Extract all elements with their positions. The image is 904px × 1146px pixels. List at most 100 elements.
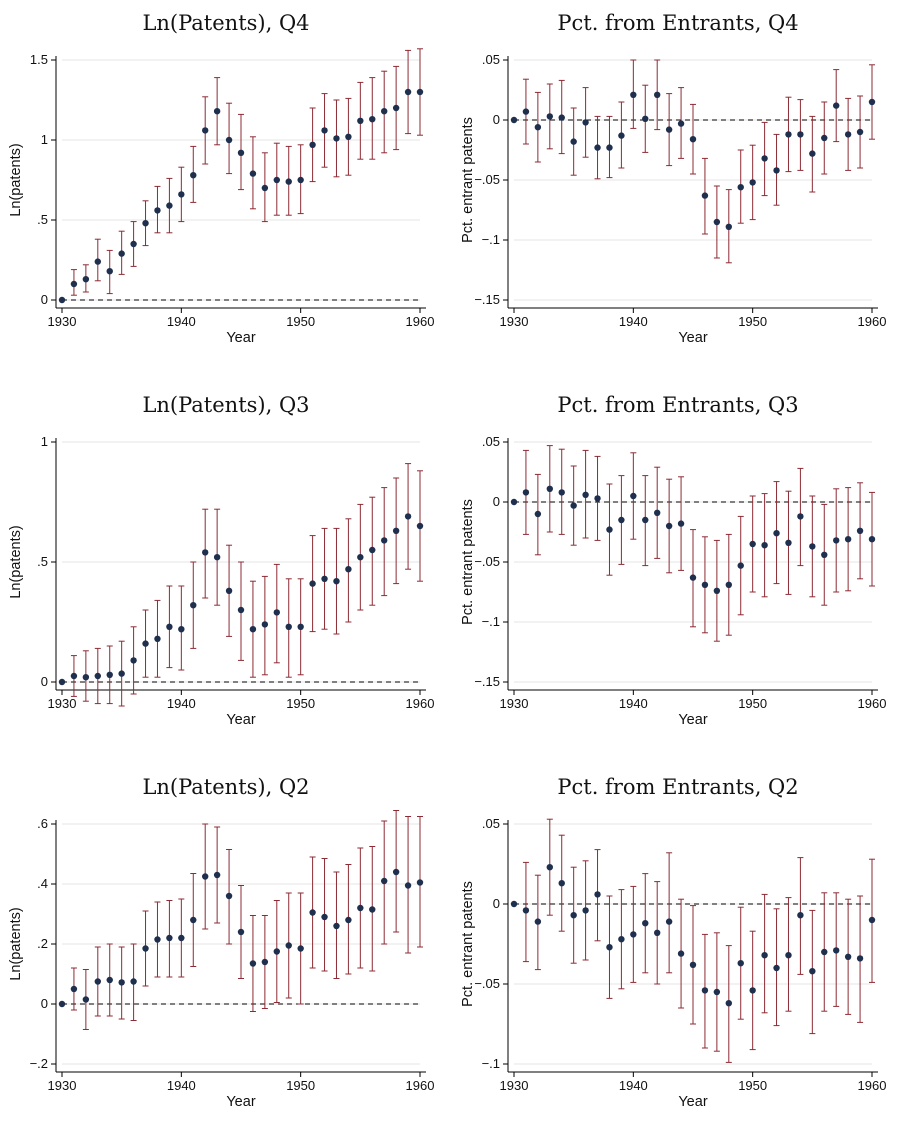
x-axis-label: Year [678, 330, 707, 346]
x-tick-label: 1950 [738, 314, 767, 329]
data-point [868, 916, 876, 924]
data-point [821, 551, 828, 558]
data-point [856, 128, 864, 136]
data-point [237, 149, 245, 156]
y-tick-label: 0 [41, 674, 48, 689]
data-point [737, 184, 744, 191]
data-point [713, 218, 721, 226]
data-point [701, 581, 709, 588]
x-tick-label: 1960 [858, 696, 887, 711]
y-axis-label: Ln(patents) [8, 525, 24, 598]
data-point [606, 944, 613, 951]
data-point [416, 522, 424, 530]
data-point [654, 509, 661, 516]
data-point [82, 674, 90, 681]
data-point [654, 91, 661, 99]
data-point [821, 948, 828, 956]
data-point [510, 116, 518, 124]
data-point [749, 987, 756, 994]
y-tick-label: 1 [41, 132, 48, 147]
data-point [273, 948, 280, 955]
y-tick-label: .4 [37, 876, 48, 891]
data-point [357, 554, 364, 561]
data-point [345, 916, 352, 924]
data-point [309, 580, 316, 587]
data-point [570, 138, 577, 145]
data-point [357, 904, 364, 912]
data-point [118, 979, 125, 986]
data-point [821, 134, 828, 142]
data-point [594, 144, 601, 151]
data-point [594, 891, 601, 898]
data-point [321, 127, 328, 134]
data-point [844, 131, 852, 138]
data-point [94, 672, 102, 680]
data-point [725, 581, 732, 588]
data-point [381, 537, 388, 544]
x-tick-label: 1940 [167, 1078, 196, 1093]
data-point [297, 623, 304, 630]
x-tick-label: 1960 [406, 1078, 435, 1093]
chart-title: Pct. from Entrants, Q2 [557, 775, 798, 799]
y-tick-label: 1.5 [30, 52, 48, 67]
data-point [618, 936, 625, 943]
data-point [154, 936, 161, 943]
data-point [773, 167, 780, 174]
data-point [856, 955, 864, 962]
data-point [392, 104, 400, 112]
data-point [106, 671, 113, 678]
x-tick-label: 1940 [619, 1078, 648, 1093]
y-axis-label: Ln(patents) [8, 907, 24, 980]
data-point [261, 621, 269, 628]
x-tick-label: 1930 [500, 696, 529, 711]
x-tick-label: 1940 [619, 314, 648, 329]
chart-title: Ln(Patents), Q3 [142, 393, 309, 417]
x-axis-label: Year [226, 712, 255, 728]
data-point [94, 258, 102, 265]
chart-title: Pct. from Entrants, Q4 [557, 11, 798, 35]
data-point [833, 947, 840, 954]
x-tick-label: 1950 [286, 1078, 315, 1093]
data-point [178, 934, 185, 942]
chart-title: Pct. from Entrants, Q3 [557, 393, 798, 417]
data-point [285, 178, 292, 185]
data-point [809, 543, 816, 550]
data-point [249, 170, 257, 177]
data-point [737, 960, 744, 967]
x-axis-label: Year [678, 712, 707, 728]
y-tick-label: −.15 [474, 292, 500, 307]
data-point [404, 513, 412, 520]
data-point [142, 945, 149, 952]
data-point [237, 928, 245, 936]
data-point [213, 554, 221, 561]
data-point [868, 98, 876, 106]
data-point [58, 296, 66, 304]
y-tick-label: −.2 [30, 1056, 48, 1071]
data-point [677, 520, 685, 527]
data-point [178, 626, 185, 633]
x-axis-label: Year [226, 330, 255, 346]
y-tick-label: .05 [482, 816, 500, 831]
data-point [309, 141, 316, 148]
data-point [273, 609, 280, 616]
data-point [70, 985, 78, 993]
x-tick-label: 1940 [619, 696, 648, 711]
chart-svg: Pct. from Entrants, Q3 −.15 −.1 −.05 0 .05 193… [460, 393, 887, 728]
data-point [345, 566, 352, 573]
data-point [285, 623, 292, 630]
data-point [213, 871, 221, 879]
x-axis-label: Year [226, 1094, 255, 1110]
data-point [369, 546, 376, 554]
chart-panel: Pct. from Entrants, Q3 −.15 −.1 −.05 0 .05 193… [452, 382, 904, 764]
y-tick-label: −.05 [474, 976, 500, 991]
chart-panel: Pct. from Entrants, Q4 −.15 −.1 −.05 0 .05 193… [452, 0, 904, 382]
data-point [606, 526, 613, 533]
y-axis-label: Pct. entrant patents [460, 117, 476, 243]
chart-svg: Pct. from Entrants, Q2 −.1 −.05 0 .05 1930 194… [460, 775, 886, 1110]
data-point [297, 176, 304, 184]
data-point [154, 635, 161, 642]
data-point [166, 202, 173, 209]
data-point [522, 489, 530, 496]
data-point [166, 623, 173, 630]
